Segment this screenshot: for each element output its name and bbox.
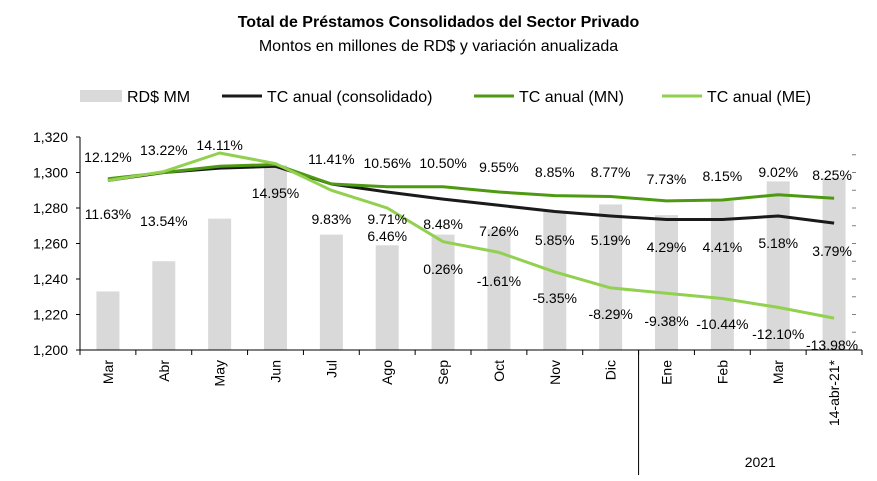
x-tick-label-0: Mar	[100, 360, 116, 384]
bar-5	[375, 245, 399, 350]
label-me-13: -13.98%	[806, 337, 858, 353]
x-tick-label-10: Ene	[659, 360, 675, 385]
label-mn-9: 8.77%	[591, 164, 631, 180]
label-me-11: -10.44%	[696, 316, 748, 332]
label-mn-5: 10.56%	[363, 155, 410, 171]
legend-swatch-0	[80, 90, 122, 102]
x-tick-label-1: Abr	[156, 360, 172, 382]
y-tick-label-4: 1,280	[33, 200, 68, 216]
bar-9	[599, 204, 623, 350]
bar-4	[319, 234, 343, 350]
label-consolidado-10: 4.29%	[647, 239, 687, 255]
x-tick-label-4: Jul	[323, 360, 339, 378]
bar-7	[487, 229, 511, 350]
chart-subtitle: Montos en millones de RD$ y variación an…	[258, 38, 619, 55]
label-consolidado-0: 11.63%	[85, 206, 131, 222]
label-consolidado-13: 3.79%	[812, 243, 852, 259]
y-tick-label-5: 1,300	[33, 165, 68, 181]
bar-1	[152, 261, 176, 350]
label-consolidado-6: 8.48%	[423, 216, 463, 232]
label-consolidado-5: 9.71%	[367, 211, 407, 227]
label-mn-8: 8.85%	[535, 164, 575, 180]
x-tick-label-2: May	[212, 360, 228, 386]
series-line-0	[107, 164, 835, 225]
bar-2	[208, 218, 232, 350]
x-tick-label-3: Jun	[268, 360, 284, 383]
series-line-1	[107, 163, 835, 203]
legend-label-1: TC anual (consolidado)	[267, 89, 432, 106]
series-line-2	[107, 151, 835, 320]
label-mn-13: 8.25%	[812, 167, 852, 183]
label-me-12: -12.10%	[752, 326, 804, 342]
bar-10	[655, 215, 678, 350]
label-me-7: -1.61%	[477, 273, 521, 289]
label-mn-12: 9.02%	[758, 164, 798, 180]
label-mn-7: 9.55%	[479, 159, 519, 175]
label-consolidado-12: 5.18%	[758, 235, 798, 251]
label-mn-6: 10.50%	[419, 155, 466, 171]
bar-13	[822, 177, 846, 350]
x-tick-label-13: 14-abr-21*	[826, 359, 842, 426]
label-consolidado-11: 4.41%	[703, 239, 743, 255]
label-mn-1: 13.22%	[140, 142, 187, 158]
legend-label-3: TC anual (ME)	[707, 89, 811, 106]
legend-label-0: RD$ MM	[127, 89, 190, 106]
label-me-8: -5.35%	[533, 290, 577, 306]
label-consolidado-1: 13.54%	[140, 213, 187, 229]
label-mn-10: 7.73%	[647, 171, 687, 187]
x-tick-label-12: Mar	[770, 360, 786, 384]
label-me-10: -9.38%	[644, 313, 688, 329]
bar-6	[431, 234, 455, 350]
x-tick-label-5: Ago	[379, 360, 395, 385]
label-me-6: 0.26%	[423, 261, 463, 277]
bar-0	[96, 291, 120, 350]
label-consolidado-7: 7.26%	[479, 223, 519, 239]
x-tick-label-9: Dic	[603, 360, 619, 380]
y-tick-label-1: 1,220	[33, 307, 68, 323]
label-mn-4: 11.41%	[308, 151, 354, 167]
x-tick-label-7: Oct	[491, 360, 507, 382]
label-consolidado-3: 14.95%	[252, 185, 299, 201]
bar-11	[710, 200, 734, 350]
y-tick-label-3: 1,260	[33, 236, 68, 252]
bar-12	[766, 181, 790, 350]
label-consolidado-4: 9.83%	[312, 211, 352, 227]
bar-8	[543, 211, 567, 350]
label-me-9: -8.29%	[588, 306, 632, 322]
label-mn-0: 12.12%	[84, 149, 131, 165]
label-mn-11: 8.15%	[703, 168, 743, 184]
x-tick-label-11: Feb	[714, 360, 730, 384]
bar-3	[264, 165, 287, 350]
y-tick-label-2: 1,240	[33, 271, 68, 287]
y-tick-label-6: 1,320	[33, 129, 68, 145]
label-consolidado-9: 5.19%	[591, 232, 631, 248]
label-consolidado-2: 14.11%	[196, 137, 242, 153]
year-group-label: 2021	[745, 454, 776, 470]
x-tick-label-6: Sep	[435, 360, 451, 385]
chart-title: Total de Préstamos Consolidados del Sect…	[237, 14, 640, 31]
legend-label-2: TC anual (MN)	[519, 89, 624, 106]
x-tick-label-8: Nov	[547, 360, 563, 385]
label-consolidado-8: 5.85%	[535, 232, 575, 248]
y-tick-label-0: 1,200	[33, 342, 68, 358]
label-me-5: 6.46%	[367, 228, 407, 244]
